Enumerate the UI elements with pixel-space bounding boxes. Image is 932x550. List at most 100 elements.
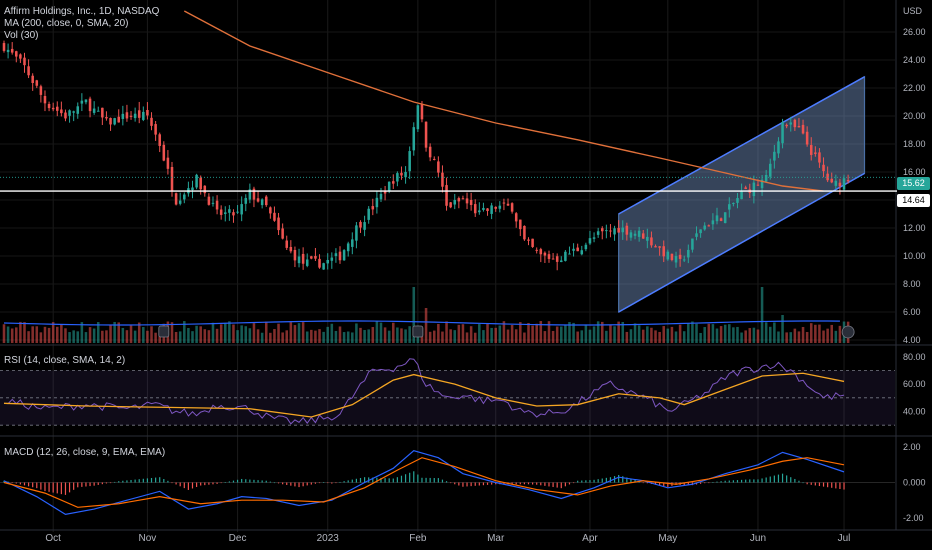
macd-histogram-bar (347, 480, 349, 483)
candle-body (170, 167, 174, 191)
volume-bar (703, 327, 706, 343)
ma200-path (183, 10, 824, 192)
candle-body (383, 191, 387, 194)
volume-bar (342, 332, 346, 343)
volume-bar (80, 322, 84, 343)
macd-histogram-bar (474, 482, 476, 486)
horizontal-line[interactable] (0, 176, 897, 192)
candle-body (297, 256, 301, 264)
channel-lower-line (618, 172, 865, 313)
candle-body (478, 210, 481, 213)
candle-body (519, 219, 522, 230)
macd-histogram-bar (458, 482, 460, 486)
candle-body (199, 177, 202, 190)
candle-body (60, 109, 63, 114)
candle-body (371, 206, 375, 210)
macd-histogram-bar (118, 481, 120, 483)
candle-body (535, 249, 538, 251)
candle-body (658, 246, 661, 248)
macd-histogram-bar (68, 482, 71, 493)
volume-bar (244, 326, 248, 343)
volume-bar (662, 326, 665, 343)
candle-body (728, 204, 731, 210)
candle-body (609, 230, 612, 232)
volume-bar (2, 324, 6, 343)
volume-bar (711, 324, 715, 343)
candle-body (96, 110, 100, 112)
volume-bar (793, 328, 797, 343)
macd-histogram-bar (359, 477, 362, 483)
candle-body (793, 119, 797, 128)
candle-body (392, 181, 395, 184)
volume-bar (543, 331, 547, 343)
macd-histogram-bar (409, 472, 411, 483)
candle-body (740, 190, 743, 200)
candle-body (441, 172, 444, 187)
volume-bar (195, 325, 198, 343)
volume-bar (789, 332, 793, 343)
candle-body (588, 238, 592, 244)
candle-body (838, 182, 842, 187)
event-markers[interactable] (158, 325, 855, 339)
macd-histogram-bar (765, 477, 767, 483)
volume-bar (330, 323, 334, 343)
candle-body (650, 237, 653, 246)
rsi-tick-label: 60.00 (903, 379, 926, 389)
macd-histogram-bar (429, 477, 431, 483)
time-axis[interactable]: Oct Nov Dec 2023 Feb Mar Apr May Jun Jul (45, 533, 850, 544)
candle-body (375, 197, 379, 208)
candle-body (564, 251, 567, 261)
volume-bar (576, 331, 579, 343)
candle-body (678, 254, 682, 259)
volume-bar (674, 331, 678, 343)
macd-histogram-bar (146, 478, 149, 483)
candle-body (117, 116, 121, 123)
rsi-legend: RSI (14, close, SMA, 14, 2) (4, 355, 126, 366)
price-axis[interactable]: 26.0024.0022.0020.0018.0016.0014.0012.00… (903, 27, 926, 523)
candle-body (338, 251, 342, 261)
macd-histogram-bar (343, 481, 345, 483)
volume-bar (510, 325, 514, 343)
macd-histogram-bar (536, 482, 538, 485)
price-tick-label: 16.00 (903, 167, 926, 177)
volume-bar (432, 330, 436, 343)
macd-histogram-bar (44, 482, 46, 492)
volume-bar (822, 330, 825, 343)
volume-bar (531, 325, 534, 343)
macd-histogram-bar (187, 482, 189, 490)
macd-histogram-bar (454, 482, 456, 485)
volume-bar (203, 329, 207, 343)
macd-histogram-bar (195, 482, 198, 488)
volume-bar (305, 331, 309, 343)
volume-bar (785, 332, 788, 343)
candle-body (420, 104, 424, 120)
volume-bar (818, 324, 821, 343)
candle-body (830, 178, 834, 183)
macd-histogram-bar (171, 482, 173, 484)
macd-histogram-bar (601, 478, 603, 483)
volume-bar (207, 330, 211, 343)
candle-body (88, 98, 92, 112)
candle-body (744, 187, 747, 190)
candle-body (617, 227, 620, 233)
macd-histogram-bar (548, 482, 550, 487)
macd-histogram-bar (208, 482, 210, 485)
candle-body (404, 172, 407, 178)
volume-bar (400, 328, 403, 343)
volume-bar (617, 321, 620, 343)
candle-body (125, 112, 129, 119)
candle-body (437, 161, 440, 173)
volume-bar (392, 322, 395, 343)
candle-body (543, 252, 547, 256)
macd-histogram-bar (519, 482, 521, 485)
macd-histogram-bar (282, 482, 284, 485)
volume-bar (27, 331, 30, 343)
macd-histogram-bar (532, 482, 534, 485)
macd-histogram-bar (724, 480, 726, 483)
volume-bar (654, 330, 657, 343)
volume-legend: Vol (30) (4, 30, 39, 41)
macd-histogram-bar (609, 477, 612, 483)
time-tick-label: Mar (487, 533, 505, 544)
volume-bar (605, 330, 608, 343)
